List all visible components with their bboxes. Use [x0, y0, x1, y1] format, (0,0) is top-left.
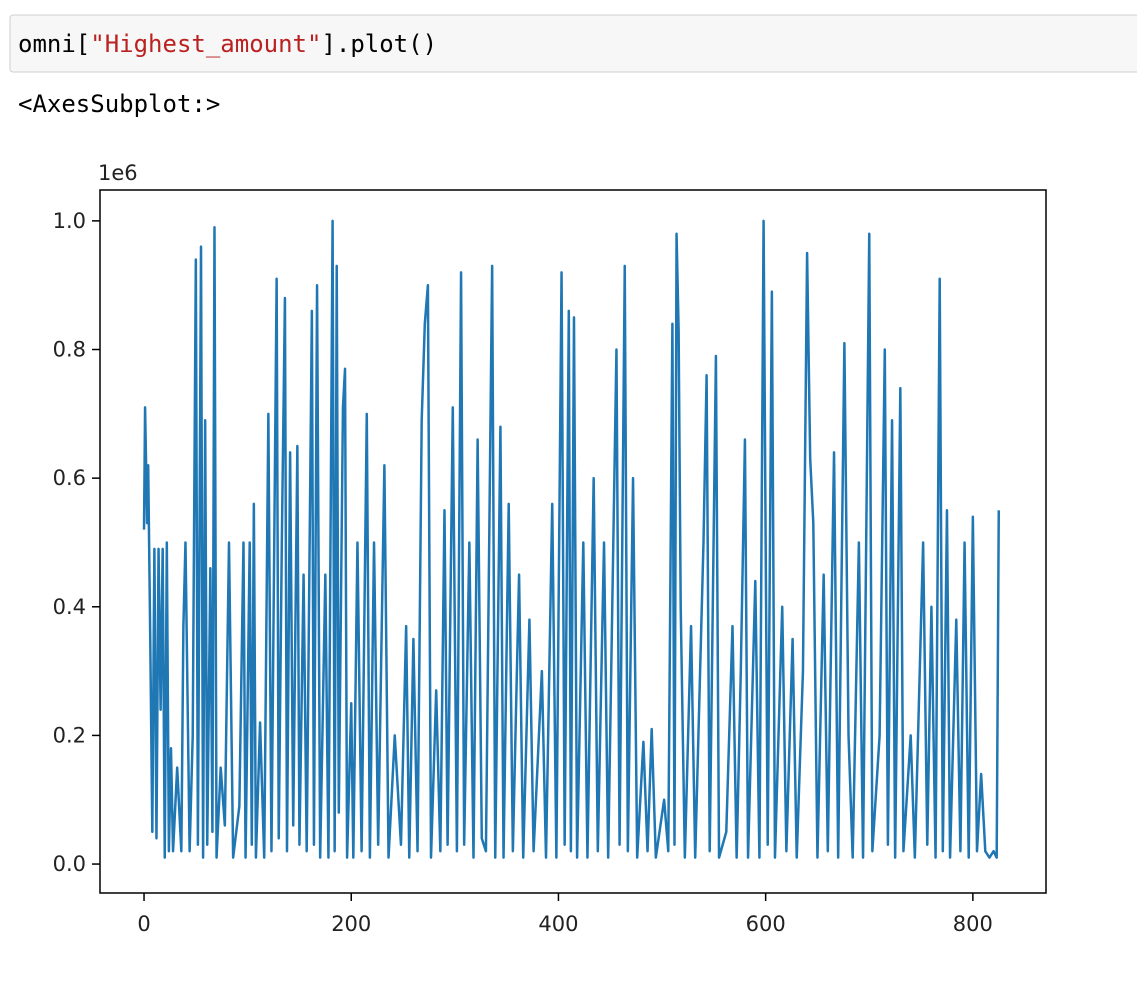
x-tick-label: 600 [746, 912, 786, 936]
offset-label: 1e6 [98, 161, 138, 185]
code-cell[interactable] [9, 14, 1137, 73]
y-tick-label: 0.4 [53, 595, 86, 619]
axes-frame [99, 189, 1047, 894]
y-tick-label: 0.6 [53, 466, 86, 490]
x-tick-label: 200 [331, 912, 371, 936]
y-tick-label: 0.8 [53, 338, 86, 362]
code-string: "Highest_amount" [90, 30, 321, 58]
code-token: ].plot() [321, 30, 437, 58]
x-tick-label: 0 [137, 912, 150, 936]
plot: 0 200 400 600 800 0.0 0.2 0.4 0.6 0.8 1.0 [53, 189, 1047, 936]
x-tick-label: 400 [538, 912, 578, 936]
y-tick-label: 0.0 [53, 852, 86, 876]
x-tick-label: 800 [953, 912, 993, 936]
y-tick-label: 0.2 [53, 723, 86, 747]
output-text: <AxesSubplot:> [18, 90, 220, 118]
data-line [142, 219, 1001, 859]
code-token: omni[ [18, 30, 90, 58]
y-tick-label: 1.0 [53, 209, 86, 233]
code-line: omni["Highest_amount"].plot() [18, 30, 437, 58]
